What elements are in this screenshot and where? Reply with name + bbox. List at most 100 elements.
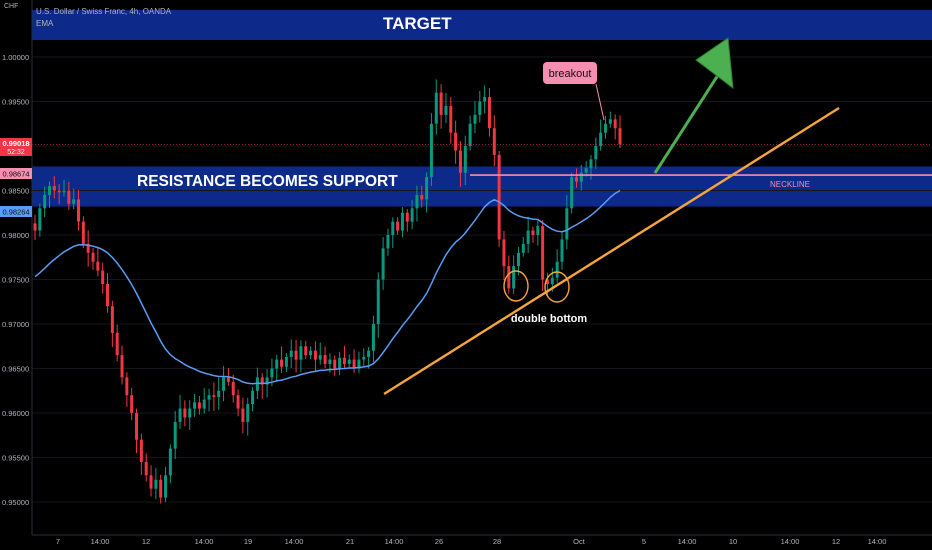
candle-body [342, 357, 346, 365]
candle-body [115, 332, 119, 356]
candle-body [454, 132, 458, 151]
candle-body [362, 356, 366, 360]
candle-body [207, 395, 211, 400]
candle-body [81, 221, 85, 244]
candle-body [241, 408, 245, 422]
candle-body [434, 92, 438, 124]
candle-body [478, 101, 482, 115]
y-tick-label: 0.96000 [2, 409, 29, 418]
candle-body [202, 399, 206, 409]
candle-body [613, 119, 617, 129]
candle-body [125, 377, 129, 396]
candle-body [280, 359, 284, 367]
candle-body [77, 199, 81, 222]
candle-body [545, 279, 549, 284]
breakout-label: breakout [549, 68, 592, 80]
candle-body [599, 132, 603, 146]
neckline-label: NECKLINE [770, 180, 810, 189]
x-tick-label: 14:00 [781, 537, 800, 546]
candle-body [255, 377, 259, 391]
candle-body [289, 350, 293, 357]
candle-body [526, 230, 530, 244]
candle-body [391, 221, 395, 235]
candle-body [338, 357, 342, 369]
target-label: TARGET [383, 14, 452, 33]
x-tick-label: Oct [573, 537, 586, 546]
candle-body [516, 252, 520, 267]
candle-body [352, 359, 356, 369]
ema-line [34, 189, 621, 385]
candle-body [164, 475, 168, 498]
candle-body [260, 377, 264, 385]
candle-body [512, 266, 516, 289]
candle-body [275, 359, 279, 369]
x-tick-label: 12 [832, 537, 840, 546]
candle-body [444, 105, 448, 115]
candle-body [323, 355, 327, 365]
countdown-value: 52:32 [7, 149, 25, 156]
candle-body [502, 239, 506, 267]
x-tick-label: 12 [142, 537, 150, 546]
candle-body [144, 461, 148, 476]
candle-body [458, 150, 462, 173]
candle-body [608, 119, 612, 124]
candle-body [594, 146, 598, 160]
double-bottom-label: double bottom [511, 313, 588, 325]
candle-body [565, 208, 569, 240]
y-tick-label: 0.97000 [2, 320, 29, 329]
candle-body [507, 266, 511, 289]
candle-body [439, 92, 443, 115]
candle-body [396, 221, 400, 231]
candle-body [265, 377, 269, 385]
candle-body [159, 479, 163, 498]
ema-price-tag [0, 206, 32, 217]
candle-body [284, 356, 288, 367]
y-tick-label: 0.98000 [2, 231, 29, 240]
candle-body [420, 194, 424, 200]
ema-price-value: 0.98264 [2, 208, 29, 217]
candle-body [328, 359, 332, 365]
x-tick-label: 21 [346, 537, 354, 546]
candle-body [333, 359, 337, 369]
candle-body [48, 186, 52, 195]
x-tick-label: 14:00 [385, 537, 404, 546]
trendline [383, 106, 840, 396]
candle-body [154, 479, 158, 489]
y-tick-label: 0.95500 [2, 454, 29, 463]
candle-body [236, 395, 240, 409]
candle-body [541, 226, 545, 280]
x-tick-label: 14:00 [868, 537, 887, 546]
candle-body [449, 105, 453, 133]
y-tick-label: 1.00000 [2, 53, 29, 62]
neckline-price-tag [0, 168, 32, 179]
candle-body [226, 377, 230, 382]
candle-body [367, 350, 371, 357]
candle-body [135, 413, 139, 440]
target-zone [32, 10, 932, 40]
grid-lines [32, 56, 932, 503]
support-zone [32, 166, 932, 207]
candle-body [101, 270, 105, 284]
x-tick-label: 7 [56, 537, 60, 546]
candle-body [603, 123, 607, 133]
x-tick-label: 28 [493, 537, 501, 546]
candle-body [91, 252, 95, 262]
y-tick-label: 0.98500 [2, 187, 29, 196]
candle-body [139, 439, 143, 462]
ema-indicator-label[interactable]: EMA [36, 19, 54, 28]
candle-body [251, 390, 255, 405]
x-tick-label: 14:00 [195, 537, 214, 546]
candle-body [246, 404, 250, 422]
y-tick-label: 0.97500 [2, 276, 29, 285]
y-tick-label: 0.96500 [2, 365, 29, 374]
candle-body [294, 350, 298, 360]
candle-body [38, 208, 42, 231]
candle-body [168, 448, 172, 476]
candle-body [173, 421, 177, 449]
candle-body [371, 324, 375, 351]
breakout-pointer [595, 83, 605, 121]
candle-body [318, 355, 322, 360]
arrow-shaft [653, 74, 720, 174]
